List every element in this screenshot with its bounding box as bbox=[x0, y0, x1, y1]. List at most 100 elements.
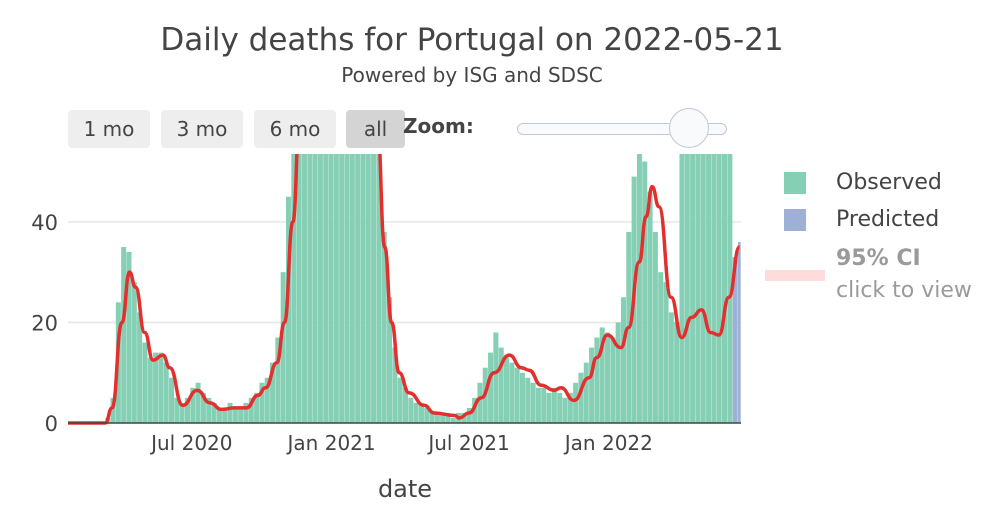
observed-bar bbox=[418, 402, 424, 423]
observed-bar bbox=[169, 377, 175, 423]
y-tick-label: 40 bbox=[31, 211, 58, 235]
observed-bar bbox=[402, 387, 408, 423]
observed-bar bbox=[535, 387, 541, 423]
zoom-slider-handle[interactable] bbox=[669, 108, 709, 148]
observed-bar bbox=[583, 362, 589, 423]
observed-bar bbox=[227, 402, 233, 423]
y-tick-label: 20 bbox=[31, 311, 58, 335]
observed-bar bbox=[450, 417, 456, 423]
observed-bar bbox=[477, 382, 483, 423]
observed-bar bbox=[674, 322, 680, 423]
observed-bar bbox=[222, 407, 228, 423]
observed-bar bbox=[557, 392, 563, 423]
range-all-button[interactable]: all bbox=[346, 110, 405, 148]
observed-bar bbox=[589, 347, 595, 423]
observed-bar bbox=[408, 397, 414, 423]
observed-bar bbox=[493, 332, 499, 423]
observed-bar bbox=[413, 402, 419, 423]
observed-bar bbox=[700, 154, 706, 423]
legend-ci-title[interactable]: 95% CI bbox=[836, 246, 921, 271]
observed-bar bbox=[264, 377, 270, 423]
observed-bar bbox=[131, 282, 137, 423]
observed-bar bbox=[317, 154, 323, 423]
observed-bar bbox=[690, 154, 696, 423]
observed-bar bbox=[727, 154, 733, 423]
observed-bar bbox=[339, 154, 345, 423]
observed-bar bbox=[110, 397, 116, 423]
observed-bar bbox=[424, 407, 430, 423]
observed-bar bbox=[291, 154, 297, 423]
observed-bar bbox=[562, 397, 568, 423]
observed-bar bbox=[254, 392, 260, 423]
observed-bar bbox=[243, 402, 249, 423]
observed-bar bbox=[137, 312, 143, 423]
observed-bar bbox=[605, 332, 611, 423]
observed-bar bbox=[652, 231, 658, 423]
observed-bar bbox=[429, 412, 435, 423]
observed-bar bbox=[716, 154, 722, 423]
observed-bar bbox=[158, 352, 164, 423]
observed-bar bbox=[711, 154, 717, 423]
observed-bar bbox=[668, 312, 674, 423]
observed-bar bbox=[509, 362, 515, 423]
range-6mo-button[interactable]: 6 mo bbox=[254, 110, 336, 148]
observed-bar bbox=[270, 362, 276, 423]
observed-bar bbox=[519, 372, 525, 423]
range-1mo-button[interactable]: 1 mo bbox=[68, 110, 150, 148]
observed-bar bbox=[376, 154, 382, 423]
chart-subtitle: Powered by ISG and SDSC bbox=[341, 63, 603, 87]
predicted-bar bbox=[732, 257, 738, 423]
legend-observed-label[interactable]: Observed bbox=[836, 170, 942, 195]
observed-bar bbox=[445, 412, 451, 423]
legend-ci-hint[interactable]: click to view bbox=[836, 278, 972, 303]
observed-bar bbox=[344, 154, 350, 423]
x-tick-label: Jan 2022 bbox=[563, 431, 653, 455]
observed-bar bbox=[333, 154, 339, 423]
observed-bar bbox=[323, 154, 329, 423]
observed-bar bbox=[636, 154, 642, 423]
range-3mo-button[interactable]: 3 mo bbox=[161, 110, 243, 148]
observed-bar bbox=[126, 252, 132, 423]
observed-bar bbox=[594, 337, 600, 423]
observed-bar bbox=[153, 352, 159, 423]
observed-bar bbox=[541, 387, 547, 423]
observed-bar bbox=[387, 297, 393, 423]
x-tick-label: Jul 2020 bbox=[149, 431, 232, 455]
observed-bar bbox=[312, 154, 318, 423]
observed-bar bbox=[365, 154, 371, 423]
zoom-label: Zoom: bbox=[403, 114, 474, 138]
observed-bar bbox=[349, 154, 355, 423]
observed-bar bbox=[551, 387, 557, 423]
observed-bar bbox=[514, 367, 520, 423]
observed-bar bbox=[280, 272, 286, 423]
observed-bar bbox=[328, 154, 334, 423]
observed-bar bbox=[504, 357, 510, 423]
observed-bar bbox=[546, 392, 552, 423]
legend-predicted-label[interactable]: Predicted bbox=[836, 207, 940, 232]
observed-bar bbox=[722, 154, 728, 423]
x-axis-label: date bbox=[378, 475, 432, 503]
observed-bar bbox=[355, 154, 361, 423]
predicted-bar bbox=[737, 241, 741, 423]
observed-bar bbox=[301, 154, 307, 423]
observed-bar bbox=[642, 161, 648, 423]
observed-bar bbox=[275, 337, 281, 423]
legend-predicted-swatch[interactable] bbox=[784, 209, 806, 231]
observed-bar bbox=[695, 154, 701, 423]
observed-bar bbox=[232, 407, 238, 423]
observed-bar bbox=[392, 347, 398, 423]
observed-bar bbox=[142, 342, 148, 423]
observed-bar bbox=[200, 392, 206, 423]
legend-ci-swatch[interactable] bbox=[765, 270, 825, 281]
observed-bar bbox=[307, 154, 313, 423]
legend-observed-swatch[interactable] bbox=[784, 172, 806, 194]
observed-bar bbox=[174, 397, 180, 423]
observed-bar bbox=[434, 412, 440, 423]
observed-bar bbox=[147, 357, 153, 423]
observed-bar bbox=[599, 327, 605, 423]
x-tick-label: Jan 2021 bbox=[286, 431, 376, 455]
observed-bar bbox=[530, 382, 536, 423]
observed-bar bbox=[206, 397, 212, 423]
